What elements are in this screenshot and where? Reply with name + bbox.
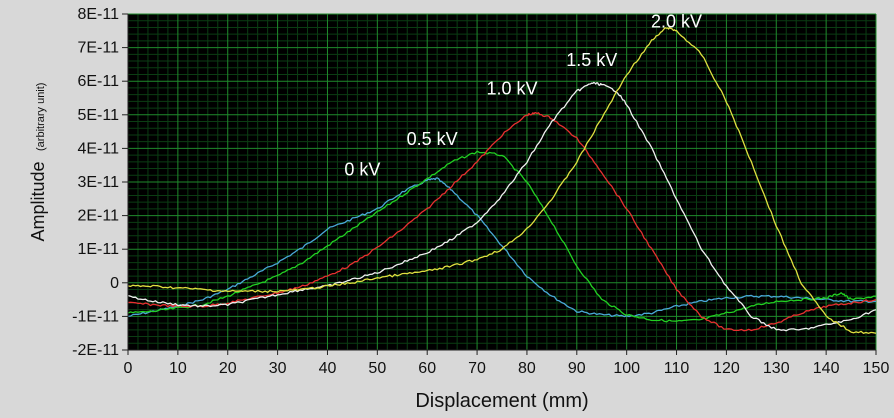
- x-tick-label: 30: [269, 360, 287, 377]
- series-annotation: 0 kV: [344, 159, 380, 179]
- x-axis: 0 10 20 30 40 50 60 70 80 90 100 110 120 130 140 150: [124, 349, 890, 377]
- y-tick-label: 6E-11: [77, 73, 119, 90]
- series-annotation: 1.0 kV: [486, 79, 537, 99]
- x-tick-label: 110: [664, 360, 690, 377]
- y-tick-label: 0: [110, 275, 119, 292]
- series-layer: [127, 26, 877, 334]
- y-tick-label: 2E-11: [77, 208, 119, 225]
- x-tick-label: 20: [219, 360, 237, 377]
- series-line-0-5-kv: [127, 150, 876, 323]
- x-tick-label: 150: [863, 360, 890, 377]
- annotation-layer: 0 kV 0.5 kV 1.0 kV 1.5 kV 2.0 kV: [344, 11, 702, 179]
- x-tick-label: 0: [124, 360, 133, 377]
- series-line-1-5-kv: [127, 81, 877, 332]
- y-axis-title: Amplitude (arbitrary unit): [28, 83, 48, 242]
- x-tick-label: 10: [169, 360, 187, 377]
- series-annotation: 0.5 kV: [407, 129, 458, 149]
- y-tick-label: 4E-11: [77, 140, 119, 157]
- x-tick-label: 40: [319, 360, 337, 377]
- series-line-1-0-kv: [127, 112, 877, 332]
- y-tick-label: 7E-11: [77, 40, 119, 57]
- x-tick-label: 60: [418, 360, 436, 377]
- x-tick-label: 70: [468, 360, 486, 377]
- series-line-2-0-kv: [127, 26, 877, 334]
- x-axis-title: Displacement (mm): [415, 390, 588, 412]
- y-tick-label: 1E-11: [77, 241, 119, 258]
- x-tick-label: 130: [763, 360, 790, 377]
- series-annotation: 1.5 kV: [566, 50, 617, 70]
- x-tick-label: 120: [713, 360, 740, 377]
- y-axis-title-main: Amplitude: [28, 161, 48, 241]
- y-tick-label: 3E-11: [77, 174, 119, 191]
- y-axis: -2E-11 -1E-11 0 1E-11 2E-11 3E-11 4E-11 5E-11 6E…: [72, 6, 129, 359]
- x-tick-label: 50: [368, 360, 386, 377]
- series-line-0-kv: [127, 177, 877, 318]
- x-tick-label: 90: [568, 360, 586, 377]
- x-tick-label: 80: [518, 360, 536, 377]
- y-tick-label: 8E-11: [77, 6, 119, 23]
- y-axis-title-unit: (arbitrary unit): [35, 83, 47, 151]
- y-tick-label: 5E-11: [77, 107, 119, 124]
- x-tick-label: 140: [813, 360, 840, 377]
- y-tick-label: -2E-11: [72, 342, 119, 359]
- y-tick-label: -1E-11: [72, 308, 119, 325]
- x-tick-label: 100: [613, 360, 640, 377]
- series-annotation: 2.0 kV: [651, 11, 702, 31]
